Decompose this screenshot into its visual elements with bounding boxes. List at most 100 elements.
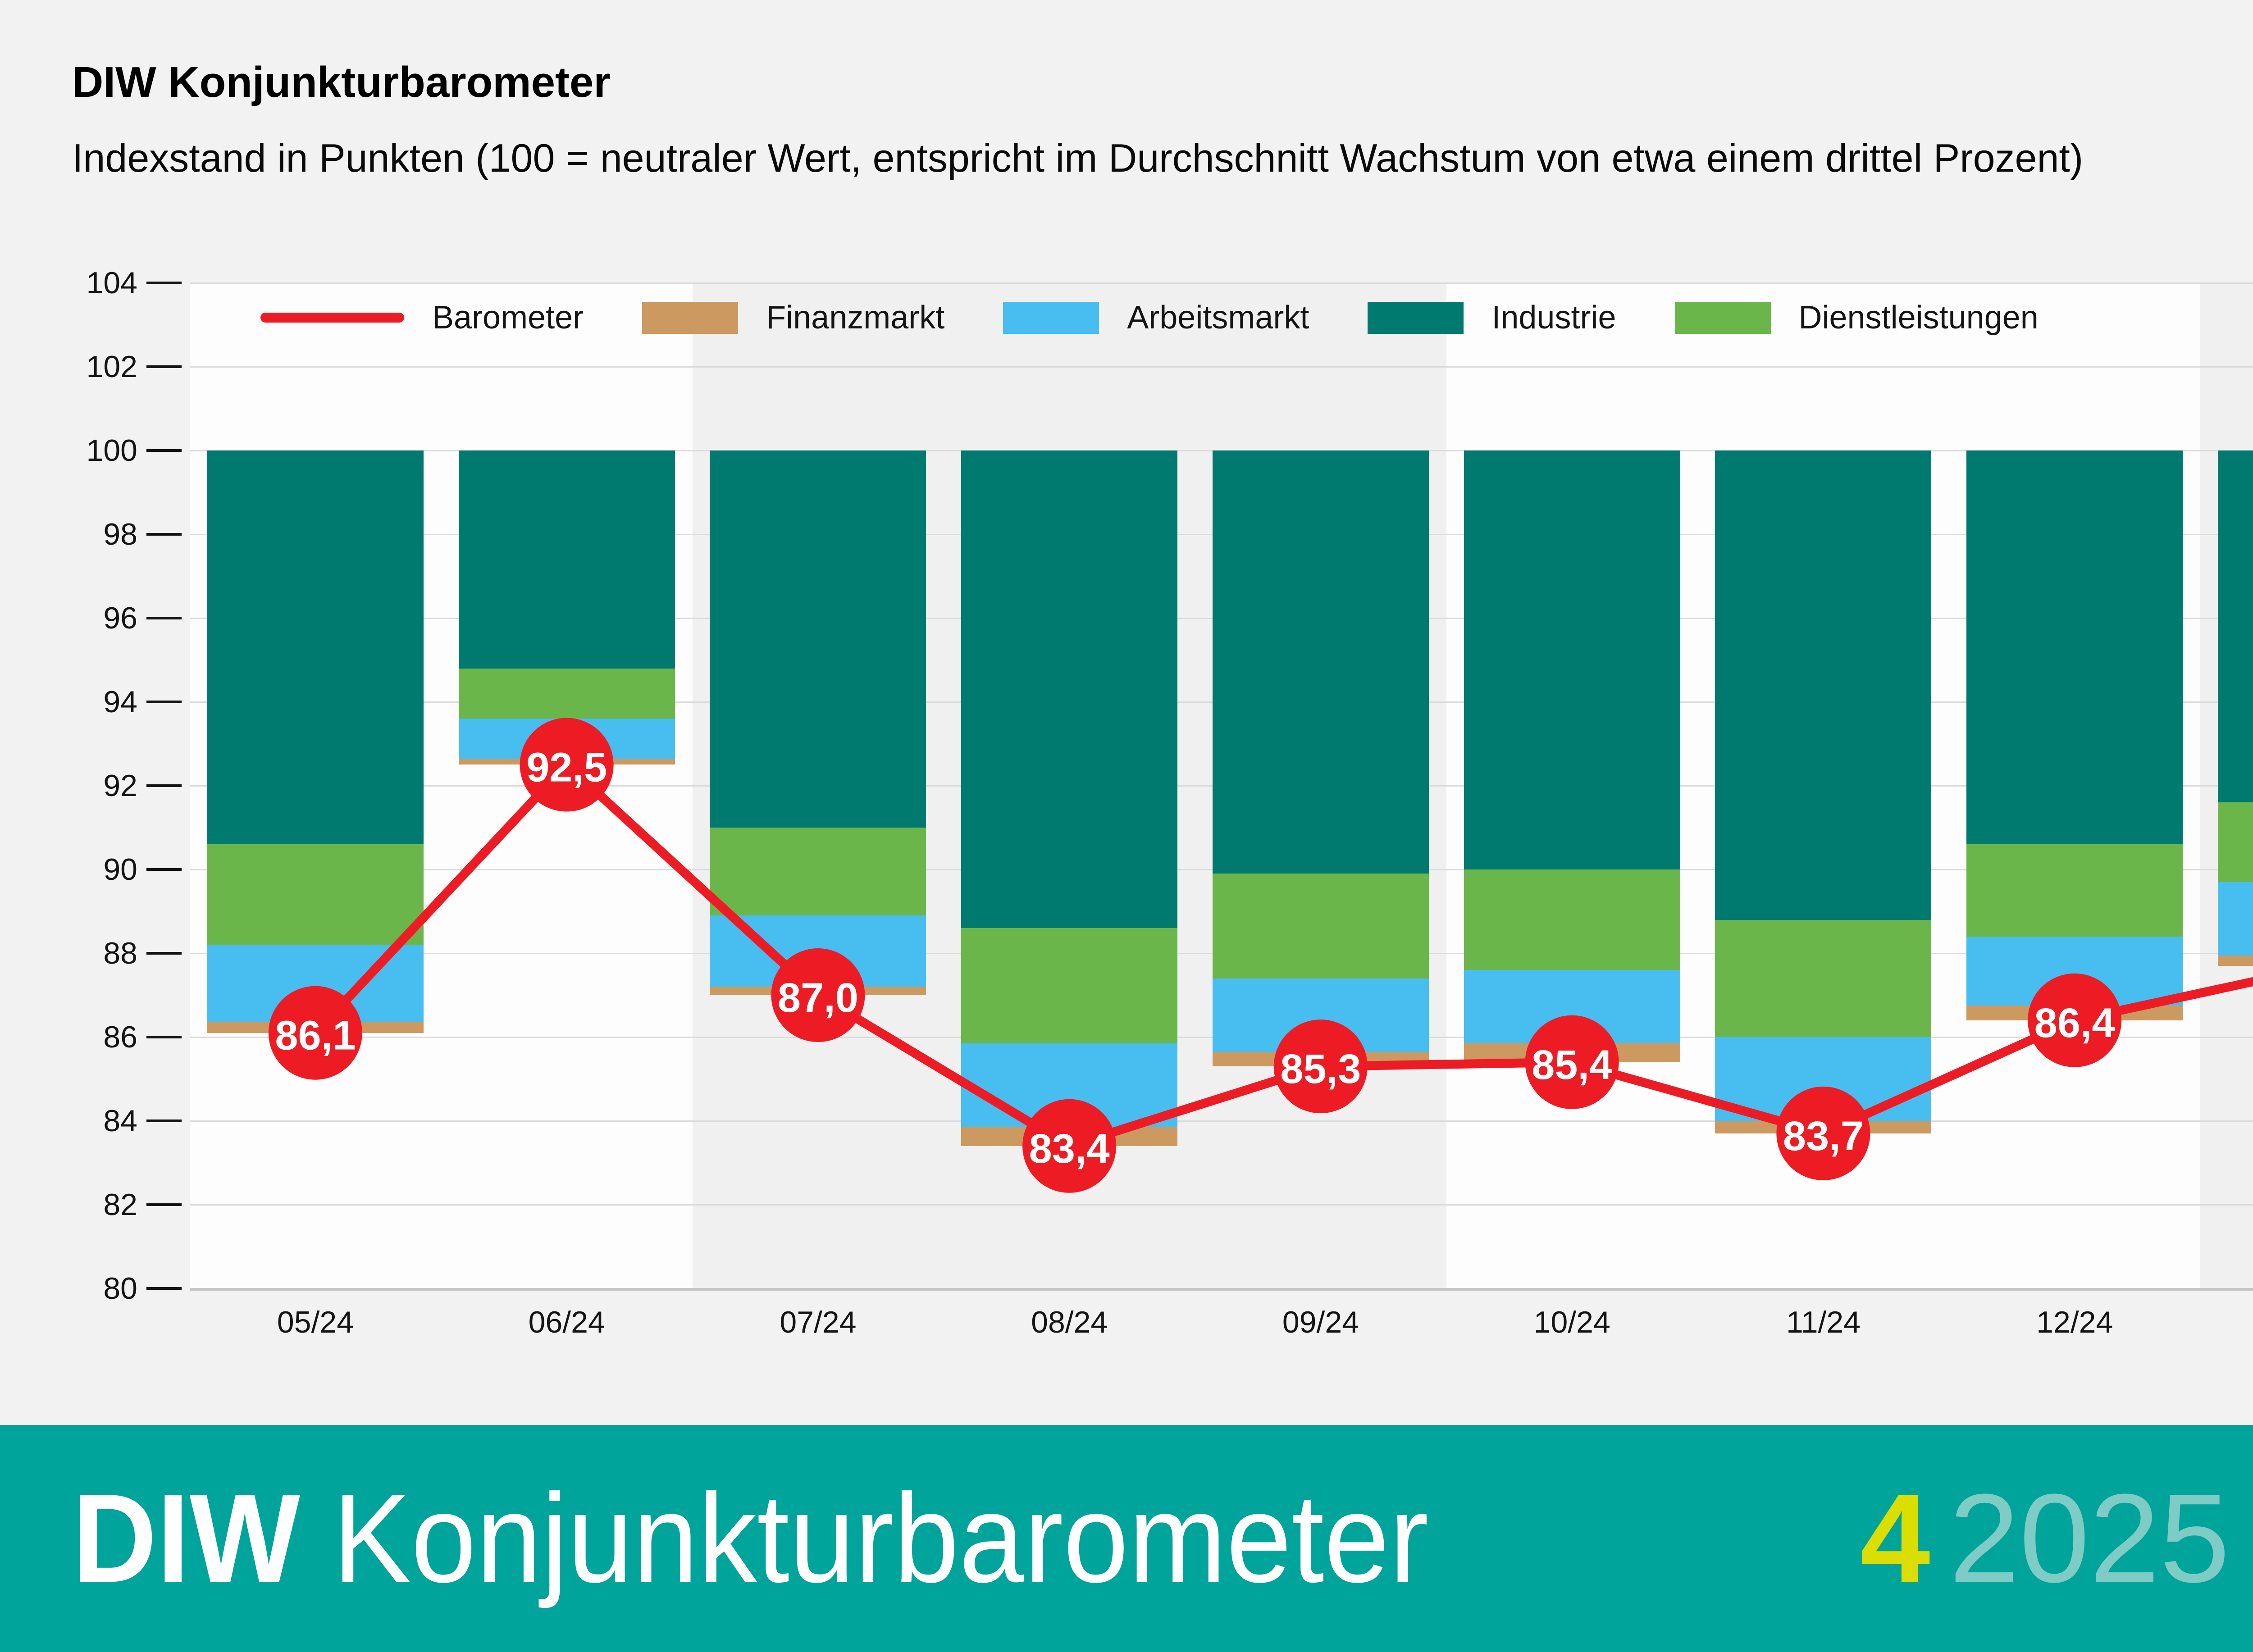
bar-10/24-arbeitsmarkt <box>1464 970 1680 1043</box>
x-label-08/24: 08/24 <box>1031 1305 1108 1339</box>
y-label-88: 88 <box>103 936 137 970</box>
footer-brand-diw: DIW <box>72 1468 301 1609</box>
bar-09/24-industrie <box>1212 451 1429 874</box>
y-tick-104 <box>146 282 182 284</box>
x-label-01/25: 01/25 <box>2200 1305 2253 1340</box>
x-label-07/24: 07/24 <box>780 1305 857 1339</box>
bar-08/24-dienstleistungen <box>961 928 1178 1043</box>
legend-label-industrie: Industrie <box>1491 300 1616 336</box>
bar-08/24-industrie <box>961 451 1178 928</box>
x-label-11/24: 11/24 <box>1786 1305 1861 1339</box>
bar-11/24-dienstleistungen <box>1715 919 1932 1037</box>
footer-brand: DIW Konjunkturbarometer <box>72 1425 1531 1652</box>
bar-07/24-finanzmarkt <box>710 987 926 995</box>
page-title: DIW Konjunkturbarometer <box>72 58 611 106</box>
bar-12/24-arbeitsmarkt <box>1966 936 2183 1006</box>
gridline-82 <box>190 1204 2253 1206</box>
y-tick-86 <box>146 1036 182 1038</box>
bar-01/25-industrie <box>2217 451 2253 803</box>
y-label-92: 92 <box>103 769 137 803</box>
y-label-90: 90 <box>103 852 137 887</box>
y-label-86: 86 <box>103 1020 137 1054</box>
y-tick-100 <box>146 449 182 452</box>
y-tick-94 <box>146 701 182 703</box>
y-tick-98 <box>146 533 182 536</box>
bar-09/24-finanzmarkt <box>1212 1051 1429 1067</box>
bar-10/24-finanzmarkt <box>1464 1043 1680 1062</box>
bar-12/24-industrie <box>1966 451 2183 845</box>
legend-label-finanzmarkt: Finanzmarkt <box>766 300 945 336</box>
page-subtitle: Indexstand in Punkten (100 = neutraler W… <box>72 136 2084 180</box>
bar-11/24-finanzmarkt <box>1715 1121 1932 1133</box>
bar-05/24-finanzmarkt <box>207 1022 424 1033</box>
legend-label-barometer: Barometer <box>432 300 584 336</box>
bar-08/24-finanzmarkt <box>961 1127 1178 1146</box>
y-label-80: 80 <box>103 1271 137 1306</box>
legend-swatch-dienstleistungen-box <box>1674 301 1771 334</box>
y-tick-84 <box>146 1120 182 1122</box>
y-tick-82 <box>146 1203 182 1206</box>
legend-item-finanzmarkt: Finanzmarkt <box>642 299 944 336</box>
bar-09/24-arbeitsmarkt <box>1212 978 1429 1052</box>
bar-07/24-industrie <box>710 451 926 828</box>
bar-06/24-dienstleistungen <box>458 668 675 719</box>
gridline-102 <box>190 366 2253 368</box>
bar-01/25-finanzmarkt <box>2217 955 2253 966</box>
y-tick-92 <box>146 784 182 787</box>
gridline-104 <box>190 282 2253 284</box>
chart-legend: Barometer Finanzmarkt Arbeitsmarkt Industri… <box>260 299 2039 336</box>
issue-year: 2025 <box>1949 1468 2230 1609</box>
bar-12/24-finanzmarkt <box>1966 1006 2183 1020</box>
bar-11/24-arbeitsmarkt <box>1715 1037 1932 1121</box>
bar-06/24-finanzmarkt <box>458 758 675 765</box>
gridline-84 <box>190 1120 2253 1122</box>
bar-07/24-arbeitsmarkt <box>710 915 926 987</box>
y-tick-88 <box>146 952 182 955</box>
y-label-100: 100 <box>86 433 137 468</box>
legend-item-barometer: Barometer <box>260 299 584 336</box>
x-label-05/24: 05/24 <box>277 1305 354 1339</box>
y-label-98: 98 <box>103 517 137 551</box>
bar-01/25-arbeitsmarkt <box>2217 882 2253 956</box>
bar-08/24-arbeitsmarkt <box>961 1043 1178 1127</box>
bar-06/24-industrie <box>458 451 675 669</box>
bar-10/24-dienstleistungen <box>1464 869 1680 970</box>
legend-item-industrie: Industrie <box>1368 299 1616 336</box>
issue-number: 4 <box>1860 1468 1930 1609</box>
legend-label-arbeitsmarkt: Arbeitsmarkt <box>1127 300 1309 336</box>
y-label-84: 84 <box>103 1104 137 1138</box>
x-label-10/24: 10/24 <box>1533 1305 1610 1339</box>
bar-12/24-dienstleistungen <box>1966 844 2183 937</box>
footer-issue: 4 2025 <box>1860 1425 2230 1652</box>
legend-swatch-arbeitsmarkt-box <box>1003 301 1099 334</box>
legend-item-arbeitsmarkt: Arbeitsmarkt <box>1003 299 1309 336</box>
y-label-96: 96 <box>103 601 137 635</box>
y-tick-96 <box>146 617 182 619</box>
footer-bar: DIW Konjunkturbarometer 4 2025 DIW BERLI… <box>0 1425 2253 1652</box>
legend-swatch-finanzmarkt-box <box>642 301 739 334</box>
bar-10/24-industrie <box>1464 451 1680 869</box>
x-label-12/24: 12/24 <box>2036 1305 2113 1339</box>
legend-label-dienstleistungen: Dienstleistungen <box>1798 300 2039 336</box>
y-label-104: 104 <box>86 266 137 300</box>
y-tick-90 <box>146 868 182 871</box>
y-label-102: 102 <box>86 350 137 384</box>
y-label-82: 82 <box>103 1188 137 1222</box>
gridline-80 <box>190 1288 2253 1291</box>
bar-05/24-industrie <box>207 451 424 845</box>
legend-swatch-industrie-box <box>1368 301 1464 334</box>
x-label-06/24: 06/24 <box>528 1305 605 1339</box>
bar-05/24-arbeitsmarkt <box>207 945 424 1023</box>
bar-06/24-arbeitsmarkt <box>458 719 675 759</box>
bar-11/24-industrie <box>1715 451 1932 920</box>
legend-swatch-barometer-line <box>260 313 404 323</box>
bar-09/24-dienstleistungen <box>1212 874 1429 978</box>
footer-brand-konjunkturbarometer: Konjunkturbarometer <box>333 1468 1429 1609</box>
y-tick-80 <box>146 1287 182 1290</box>
bar-05/24-dienstleistungen <box>207 844 424 945</box>
y-tick-102 <box>146 365 182 368</box>
x-label-09/24: 09/24 <box>1282 1305 1359 1339</box>
y-label-94: 94 <box>103 685 137 719</box>
bar-01/25-dienstleistungen <box>2217 802 2253 882</box>
